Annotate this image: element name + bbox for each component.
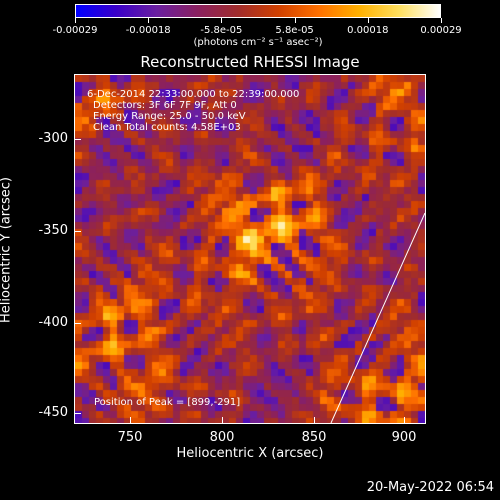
colorbar	[75, 4, 441, 18]
colorbar-tick-label: -0.00018	[125, 25, 171, 36]
peak-position-label: Position of Peak = [899,-291]	[94, 397, 241, 408]
colorbar-tick-label: 0.00018	[347, 25, 389, 36]
solar-limb-line	[330, 212, 425, 423]
info-line-energy: Energy Range: 25.0 - 50.0 keV	[93, 111, 246, 122]
colorbar-tick-label: 5.8e-05	[275, 25, 314, 36]
plot-title: Reconstructed RHESSI Image	[140, 53, 360, 71]
info-line-counts: Clean Total counts: 4.58E+03	[93, 122, 241, 133]
y-axis-label: Heliocentric Y (arcsec)	[0, 177, 14, 323]
y-tick-mark	[75, 231, 81, 232]
y-tick-label: -300	[38, 131, 68, 146]
colorbar-tick-mark	[75, 18, 76, 23]
image-plot: 6-Dec-2014 22:33:00.000 to 22:39:00.000 …	[74, 74, 426, 424]
x-tick-mark	[130, 417, 131, 423]
x-tick-mark	[404, 417, 405, 423]
colorbar-tick-mark	[441, 18, 442, 23]
info-line-time: 6-Dec-2014 22:33:00.000 to 22:39:00.000	[87, 89, 300, 100]
info-line-detectors: Detectors: 3F 6F 7F 9F, Att 0	[93, 100, 237, 111]
colorbar-tick-mark	[367, 18, 369, 23]
x-tick-label: 850	[301, 430, 327, 445]
x-tick-label: 900	[391, 430, 417, 445]
x-tick-label: 750	[117, 430, 143, 445]
x-axis-label: Heliocentric X (arcsec)	[176, 446, 324, 461]
colorbar-tick-mark	[294, 18, 296, 23]
y-tick-mark	[75, 323, 81, 324]
colorbar-tick-label: 0.00029	[420, 25, 462, 36]
colorbar-unit-label: (photons cm⁻² s⁻¹ asec⁻²)	[193, 37, 323, 48]
colorbar-tick-mark	[148, 18, 150, 23]
x-tick-mark	[314, 417, 315, 423]
x-tick-label: 800	[209, 430, 235, 445]
y-tick-label: -350	[38, 223, 68, 238]
y-tick-label: -450	[38, 405, 68, 420]
colorbar-tick-mark	[221, 18, 223, 23]
y-tick-mark	[75, 139, 81, 140]
rhessi-image	[75, 75, 425, 423]
colorbar-tick-label: -0.00029	[52, 25, 98, 36]
y-tick-mark	[75, 413, 81, 414]
colorbar-tick-label: -5.8e-05	[200, 25, 243, 36]
timestamp: 20-May-2022 06:54	[366, 480, 494, 495]
limb-overlay	[330, 212, 425, 423]
x-tick-mark	[222, 417, 223, 423]
y-tick-label: -400	[38, 315, 68, 330]
